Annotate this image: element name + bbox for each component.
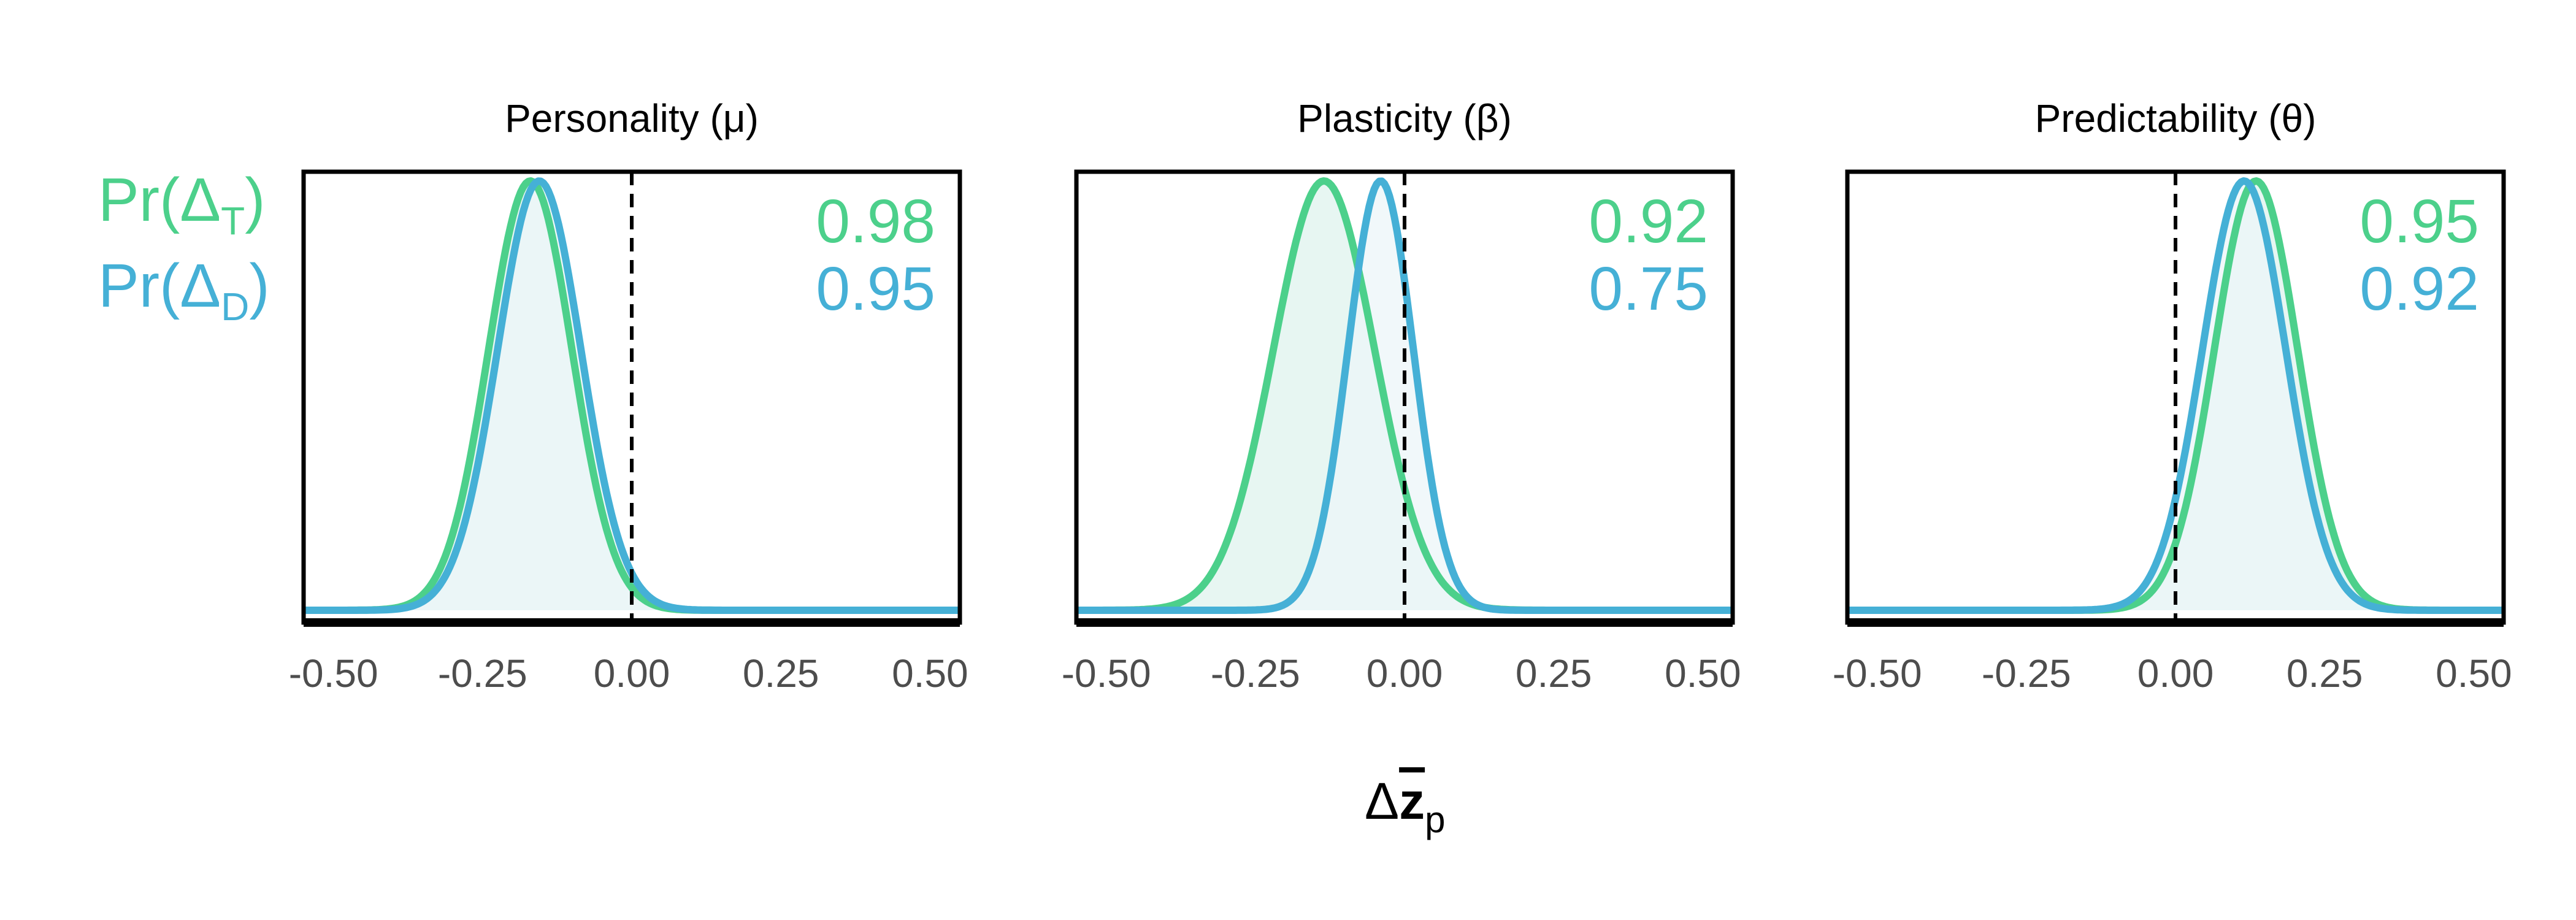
panel-3: Predictability (θ) 0.950.92 -0.50 -0.25 0.00… <box>1833 96 2512 696</box>
probability-treatment: 0.92 <box>1589 187 1708 256</box>
probability-treatment: 0.98 <box>816 187 935 256</box>
x-tick-label: -0.50 <box>1833 651 1922 696</box>
x-tick-label: -0.25 <box>1211 651 1300 696</box>
x-tick-label: -0.25 <box>438 651 527 696</box>
panel-title: Predictability (θ) <box>2035 96 2317 140</box>
probability-drug: 0.95 <box>816 255 935 323</box>
legend-treatment-main: Pr(Δ <box>98 166 221 234</box>
x-tick-label: 0.00 <box>1367 651 1443 696</box>
x-tick-label: -0.50 <box>289 651 378 696</box>
x-axis-label-main: Δ <box>1365 772 1399 830</box>
x-tick-label: 0.00 <box>2137 651 2214 696</box>
x-tick-label: 0.25 <box>1516 651 1592 696</box>
x-tick-label: 0.25 <box>743 651 819 696</box>
probability-drug: 0.92 <box>2359 255 2479 323</box>
density-line-drug <box>1846 177 2505 614</box>
x-tick-label: -0.50 <box>1062 651 1151 696</box>
x-tick-label: 0.00 <box>594 651 670 696</box>
x-tick-label: 0.50 <box>892 651 968 696</box>
panel-1: Personality (μ) 0.980.95 -0.50 -0.25 0.00 0.2… <box>289 96 968 696</box>
panel-2: Plasticity (β) 0.920.75 -0.50 -0.25 0.00 0.25… <box>1062 96 1741 696</box>
legend-drug-sub: D <box>221 285 249 329</box>
x-tick-label: 0.50 <box>1665 651 1741 696</box>
legend-treatment-close: ) <box>245 166 265 234</box>
density-fill-drug <box>1847 181 2504 610</box>
probability-treatment: 0.95 <box>2359 187 2479 256</box>
panels: Personality (μ)0.980.95-0.50 -0.25 0.00 0.2… <box>289 96 2512 696</box>
density-line-drug <box>1075 177 1734 614</box>
panel-title: Personality (μ) <box>505 96 759 140</box>
probability-drug: 0.75 <box>1589 255 1708 323</box>
x-axis-label-sub: p <box>1425 799 1445 840</box>
legend-drug-close: ) <box>249 251 269 320</box>
legend-drug: Pr(ΔD) <box>98 251 270 329</box>
x-axis-label-bar: z <box>1399 772 1425 830</box>
x-tick-label: 0.25 <box>2287 651 2363 696</box>
x-tick-label: -0.25 <box>1982 651 2071 696</box>
panel-title: Plasticity (β) <box>1297 96 1512 140</box>
legend-treatment-sub: T <box>221 199 245 243</box>
x-tick-label: 0.50 <box>2436 651 2512 696</box>
legend-treatment: Pr(ΔT) <box>98 166 266 243</box>
legend: Pr(ΔT) Pr(ΔD) <box>98 166 270 329</box>
x-axis-label: Δzp <box>1365 772 1445 840</box>
legend-drug-main: Pr(Δ <box>98 251 221 320</box>
